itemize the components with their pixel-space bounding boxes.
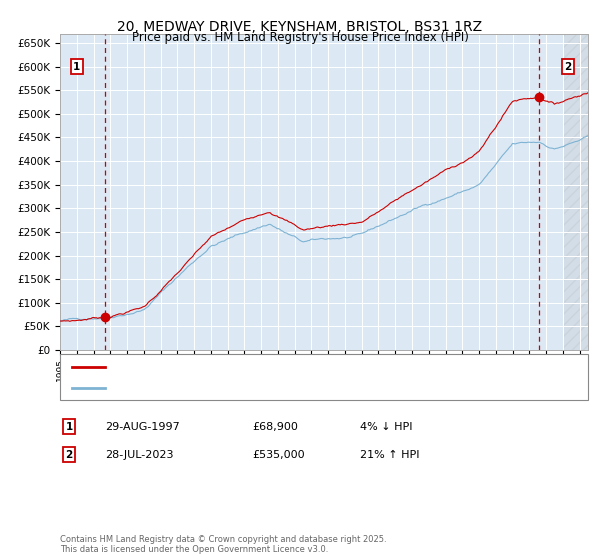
Text: £535,000: £535,000 [252,450,305,460]
Text: HPI: Average price, semi-detached house, Bath and North East Somerset: HPI: Average price, semi-detached house,… [111,384,458,393]
Bar [563,34,588,350]
Text: 4% ↓ HPI: 4% ↓ HPI [360,422,413,432]
Text: 1: 1 [73,62,80,72]
Text: 20, MEDWAY DRIVE, KEYNSHAM, BRISTOL, BS31 1RZ: 20, MEDWAY DRIVE, KEYNSHAM, BRISTOL, BS3… [118,20,482,34]
Text: Price paid vs. HM Land Registry's House Price Index (HPI): Price paid vs. HM Land Registry's House … [131,31,469,44]
Text: 29-AUG-1997: 29-AUG-1997 [105,422,180,432]
Text: 1: 1 [65,422,73,432]
Text: 28-JUL-2023: 28-JUL-2023 [105,450,173,460]
Text: 2: 2 [65,450,73,460]
Text: 21% ↑ HPI: 21% ↑ HPI [360,450,419,460]
Text: 20, MEDWAY DRIVE, KEYNSHAM, BRISTOL, BS31 1RZ (semi-detached house): 20, MEDWAY DRIVE, KEYNSHAM, BRISTOL, BS3… [111,362,473,371]
Text: Contains HM Land Registry data © Crown copyright and database right 2025.
This d: Contains HM Land Registry data © Crown c… [60,535,386,554]
Text: 2: 2 [564,62,572,72]
Text: £68,900: £68,900 [252,422,298,432]
